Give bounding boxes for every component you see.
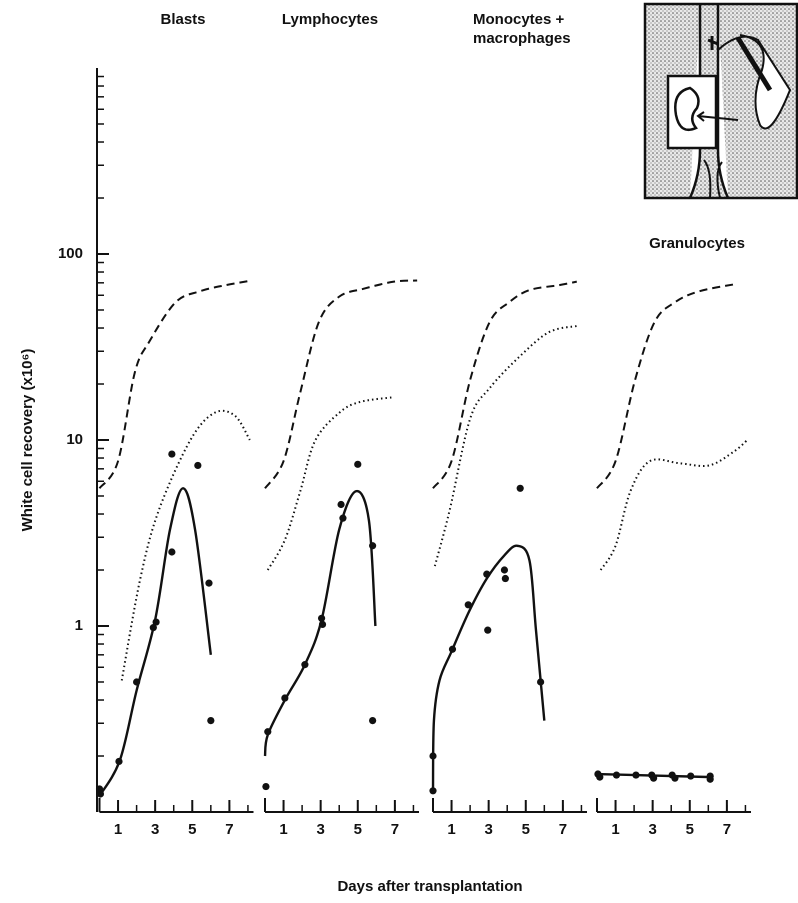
inset-diagram <box>643 2 798 200</box>
dotted-curve <box>120 409 251 681</box>
panel-title: Monocytes + macrophages <box>473 11 571 47</box>
x-tick-label: 3 <box>151 821 159 838</box>
solid-curve <box>98 487 213 797</box>
data-point <box>168 450 176 458</box>
solid-curve <box>263 489 377 757</box>
x-tick-label: 5 <box>188 821 196 838</box>
x-tick-label: 7 <box>559 821 567 838</box>
data-point <box>484 626 492 634</box>
x-tick-label: 5 <box>354 821 362 838</box>
dashed-curve <box>264 279 418 489</box>
x-tick-label: 1 <box>611 821 619 838</box>
y-tick-label: 10 <box>66 431 83 448</box>
dotted-curve <box>599 439 748 571</box>
x-tick-label: 5 <box>686 821 694 838</box>
x-tick-label: 7 <box>723 821 731 838</box>
dashed-curve <box>432 280 577 489</box>
panel-title: Lymphocytes <box>281 11 379 28</box>
data-point <box>501 574 509 583</box>
data-point <box>337 500 345 509</box>
dotted-curve <box>433 325 578 567</box>
x-tick-label: 7 <box>391 821 399 838</box>
panel-title: Blasts <box>160 11 206 28</box>
data-point <box>262 782 270 791</box>
data-point <box>168 548 176 556</box>
x-tick-label: 1 <box>114 821 122 838</box>
data-point <box>516 484 524 492</box>
dashed-curve <box>98 279 252 489</box>
x-tick-label: 3 <box>316 821 324 838</box>
x-tick-label: 5 <box>522 821 530 838</box>
y-axis-label: White cell recovery (x10⁶) <box>19 349 36 532</box>
x-tick-label: 1 <box>447 821 455 838</box>
panel-title: Granulocytes <box>649 235 745 252</box>
x-tick-label: 1 <box>279 821 287 838</box>
solid-curve <box>431 544 546 791</box>
dotted-curve <box>266 396 395 571</box>
data-point <box>500 566 509 574</box>
data-point <box>194 461 202 470</box>
solid-curve <box>596 772 713 779</box>
data-point <box>354 460 362 468</box>
y-tick-label: 1 <box>75 617 83 634</box>
data-point <box>464 601 472 609</box>
data-point <box>369 717 377 725</box>
x-axis-label: Days after transplantation <box>337 878 522 895</box>
dashed-curve <box>596 282 737 489</box>
x-tick-label: 7 <box>225 821 233 838</box>
data-point <box>205 579 213 587</box>
x-tick-label: 3 <box>648 821 656 838</box>
data-point <box>207 717 215 725</box>
x-tick-label: 3 <box>484 821 492 838</box>
y-tick-label: 100 <box>58 245 83 262</box>
